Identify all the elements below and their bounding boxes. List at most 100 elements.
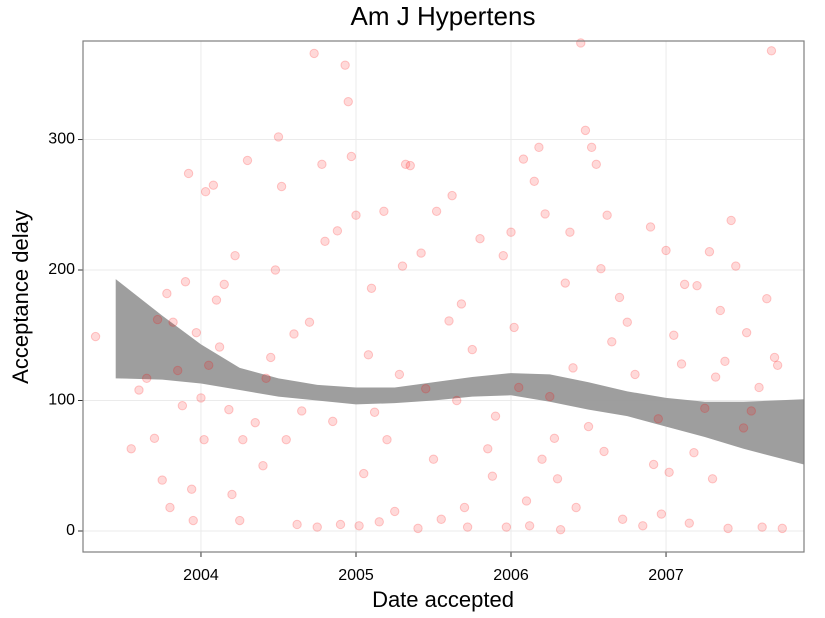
data-point (224, 404, 234, 415)
data-point (506, 227, 516, 237)
data-point (186, 484, 197, 494)
data-point (382, 434, 392, 445)
confidence-band (115, 279, 805, 465)
data-point (726, 215, 736, 226)
data-point (238, 434, 248, 445)
data-point (214, 342, 225, 352)
data-point (261, 373, 271, 384)
data-point (689, 447, 699, 458)
data-point (297, 406, 307, 416)
data-point (710, 372, 721, 382)
data-point (676, 359, 687, 369)
data-point (467, 344, 477, 355)
data-point (591, 159, 601, 170)
data-point (524, 521, 535, 531)
data-point (607, 337, 617, 347)
data-point (483, 444, 493, 454)
data-point (292, 519, 302, 530)
data-point (769, 352, 780, 363)
data-point (741, 327, 752, 338)
data-point (211, 295, 222, 305)
data-point (309, 48, 319, 59)
data-point (351, 210, 361, 220)
data-point (235, 515, 245, 526)
x-tick-label: 2005 (338, 567, 374, 584)
data-point (715, 305, 725, 316)
data-point (183, 168, 194, 179)
data-point (270, 265, 281, 275)
data-point (242, 155, 253, 166)
data-point (413, 523, 423, 534)
data-point (692, 280, 702, 291)
data-point (219, 279, 229, 290)
data-point (576, 38, 586, 48)
data-point (762, 294, 772, 304)
data-point (165, 502, 175, 513)
data-point (196, 393, 206, 403)
data-point (332, 226, 343, 236)
data-point (731, 261, 741, 271)
data-point (622, 317, 632, 327)
data-point (397, 261, 408, 271)
data-point (276, 181, 287, 192)
data-point (366, 283, 377, 293)
data-point (180, 277, 191, 287)
data-point (444, 316, 454, 326)
data-point (723, 523, 733, 534)
data-point (614, 292, 625, 303)
chart-title: Am J Hypertens (351, 1, 536, 31)
data-point (191, 327, 202, 338)
data-point (656, 509, 667, 519)
data-point (416, 248, 426, 258)
plot-panel (83, 41, 804, 552)
data-point (757, 522, 767, 532)
data-point (700, 403, 710, 414)
data-point (521, 496, 532, 506)
data-point (134, 385, 144, 395)
data-point (258, 461, 268, 471)
data-point (335, 519, 346, 530)
data-point (552, 474, 563, 484)
data-point (227, 489, 237, 500)
data-point (490, 411, 501, 421)
data-point (664, 467, 674, 477)
y-axis-title: Acceptance delay (8, 210, 33, 384)
data-point (431, 206, 442, 216)
data-point (586, 142, 597, 153)
data-point (142, 373, 152, 384)
data-point (456, 299, 467, 309)
data-point (777, 523, 787, 534)
data-point (580, 125, 591, 136)
data-point (340, 60, 350, 70)
data-point (149, 433, 160, 444)
y-tick-label: 300 (48, 131, 75, 148)
data-point (199, 434, 209, 445)
data-point (534, 142, 544, 153)
data-point (168, 317, 178, 327)
data-point (583, 421, 594, 432)
x-tick-label: 2006 (493, 567, 529, 584)
data-point (394, 369, 405, 380)
data-point (545, 391, 555, 402)
data-point (312, 522, 322, 532)
data-point (447, 190, 457, 201)
data-point (400, 159, 411, 170)
data-point (555, 524, 566, 535)
data-point (707, 474, 718, 484)
data-point (475, 233, 485, 244)
data-point (177, 401, 188, 411)
data-point (343, 96, 353, 107)
data-point (317, 159, 327, 170)
data-point (568, 363, 578, 373)
data-point (459, 502, 470, 513)
data-point (320, 236, 330, 247)
data-point (428, 454, 439, 464)
data-point (766, 46, 777, 56)
data-point (540, 209, 550, 219)
data-point (509, 322, 519, 333)
data-point (596, 264, 606, 274)
data-point (359, 468, 369, 479)
data-point (518, 154, 529, 164)
data-point (273, 132, 284, 142)
